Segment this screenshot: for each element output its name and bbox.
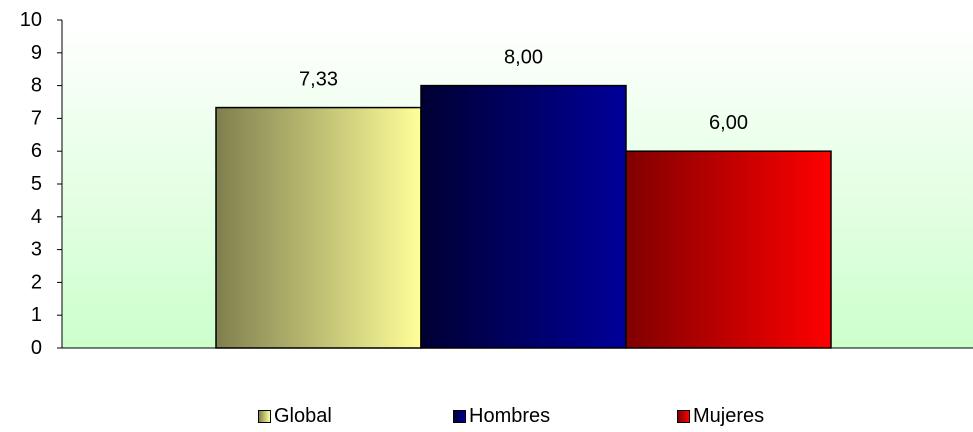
legend-item-global: Global <box>258 405 332 428</box>
bar-hombres <box>420 84 627 349</box>
y-tick-label: 1 <box>31 304 42 326</box>
bar-chart: 0 1 2 3 4 5 6 7 8 9 10 7,33 8,00 6,00 <box>20 9 973 359</box>
y-tick-label: 5 <box>31 173 42 195</box>
data-labels: 7,33 8,00 6,00 <box>299 47 748 135</box>
y-tick-label: 0 <box>31 337 42 359</box>
y-tick-label: 2 <box>31 271 42 293</box>
data-label-mujeres: 6,00 <box>709 112 748 134</box>
y-tick-label: 8 <box>31 75 42 97</box>
y-tick-label: 6 <box>31 140 42 162</box>
data-label-hombres: 8,00 <box>504 47 543 69</box>
legend-label: Hombres <box>469 405 551 427</box>
y-tick-label: 9 <box>31 42 42 64</box>
legend-item-hombres: Hombres <box>453 405 550 428</box>
y-tick-label: 3 <box>31 239 42 261</box>
legend-label: Mujeres <box>693 405 765 427</box>
bar-global <box>215 106 422 349</box>
legend-item-mujeres: Mujeres <box>677 405 764 428</box>
data-label-global: 7,33 <box>299 69 338 91</box>
legend-swatch <box>258 410 271 423</box>
legend-swatch <box>677 410 690 423</box>
legend-label: Global <box>274 405 332 427</box>
bar-mujeres <box>625 150 832 349</box>
y-tick-label: 10 <box>20 9 42 31</box>
y-tick-label: 7 <box>31 107 42 129</box>
legend: Global Hombres Mujeres <box>0 405 973 432</box>
legend-swatch <box>453 410 466 423</box>
y-tick-label: 4 <box>31 206 42 228</box>
bars <box>215 84 832 349</box>
